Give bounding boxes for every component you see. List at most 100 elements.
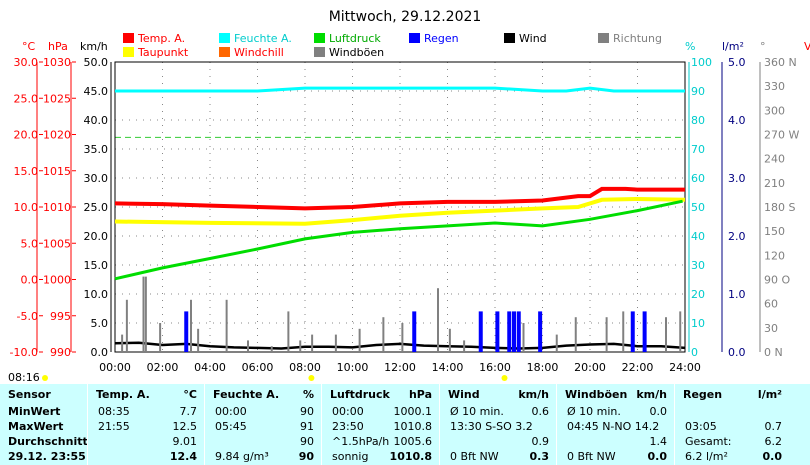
time-tick-3: 06:00 [242,361,274,374]
direction-tick-12: 0 N [764,346,783,359]
humidity-tick-6: 40 [691,230,705,243]
row-value: 90 [300,405,314,418]
temp-tick-8: -10.0 [10,346,38,359]
rain-bar-3 [495,311,500,352]
rain-tick-3: 2.0 [728,230,746,243]
row-value: 1010.8 [389,450,432,463]
legend-swatch-0 [123,33,134,43]
column-unit: hPa [408,388,432,401]
column-separator [674,384,675,465]
sunrise-label: 08:16 [8,371,40,384]
wind-tick-7: 15.0 [84,259,109,272]
pressure-tick-5: 1005 [43,237,71,250]
column-header: Feuchte A. [213,388,280,401]
legend-label-3: Windchill [234,46,284,59]
time-tick-6: 12:00 [384,361,416,374]
temp-tick-6: 0.0 [21,274,39,287]
row-value: 12.4 [169,450,197,463]
column-header: Luftdruck [330,388,390,401]
direction-tick-11: 30 [764,322,778,335]
direction-tick-9: 90 O [764,274,790,287]
row-detail: 00:00 [332,405,364,418]
humidity-axis-unit: % [685,40,695,53]
sunrise-marker [42,375,48,381]
row-value: 7.7 [179,405,198,418]
row-detail: Ø 10 min. [567,405,621,418]
legend: Temp. A.Taupunkt Feuchte A.Windchill Luftd… [123,32,662,59]
pressure-tick-3: 1015 [43,165,71,178]
wind-axis-unit: km/h [80,40,108,53]
humidity-tick-7: 30 [691,259,705,272]
legend-swatch-4 [314,33,325,43]
legend-label-2: Feuchte A. [234,32,292,45]
row-value: 0.0 [649,405,668,418]
rain-bar-5 [512,311,516,352]
legend-swatch-8 [598,33,609,43]
summary-table: Sensor MinWert MaxWert Durchschnitt 29.12. 2… [0,384,810,465]
temp-tick-3: 15.0 [14,165,39,178]
row-value: 0.0 [762,450,783,463]
rain-axis-unit: l/m² [722,40,744,53]
table-column-0: Sensor MinWert MaxWert Durchschnitt 29.12. 2… [0,384,88,465]
row-detail: 0 Bft NW [567,450,616,463]
series-3 [114,199,683,281]
direction-tick-4: 240 [764,153,785,166]
legend-label-8: Richtung [613,32,662,45]
temp-tick-2: 20.0 [14,129,39,142]
rain-bar-6 [516,311,521,352]
rain-tick-5: 0.0 [728,346,746,359]
series-0 [114,186,685,211]
table-column-3: Luftdruck hPa 00:00 1000.1 23:50 1010.8 ^1.5hP… [322,384,440,465]
time-tick-5: 10:00 [337,361,369,374]
direction-tick-10: 60 [764,298,778,311]
temp-tick-4: 10.0 [14,201,39,214]
rain-bar-0 [184,311,189,352]
time-tick-9: 18:00 [527,361,559,374]
temp-tick-7: -5.0 [17,310,38,323]
sunset-axis-marker [501,375,508,381]
humidity-tick-0: 100 [691,56,712,69]
column-unit: l/m² [757,388,782,401]
direction-tick-7: 150 [764,225,785,238]
column-header: Regen [683,388,723,401]
wind-tick-1: 45.0 [84,85,109,98]
grid [114,61,686,353]
wind-tick-3: 35.0 [84,143,109,156]
row-value: 0.7 [764,420,783,433]
series-1 [114,196,686,226]
row-detail: 9.84 g/m³ [215,450,269,463]
pressure-tick-6: 1000 [43,274,71,287]
row-label: MaxWert [8,420,64,433]
time-tick-2: 04:00 [194,361,226,374]
column-unit: km/h [518,388,549,401]
legend-swatch-5 [314,47,325,57]
pressure-axis-unit: hPa [48,40,68,53]
legend-swatch-7 [504,33,515,43]
row-detail: 0 Bft NW [450,450,499,463]
humidity-tick-10: 0 [691,346,698,359]
row-detail: 04:45 N-NO 14.2 [567,420,660,433]
legend-label-1: Taupunkt [137,46,189,59]
wind-tick-8: 10.0 [84,288,109,301]
pressure-tick-4: 1010 [43,201,71,214]
rain-bar-9 [642,311,647,352]
wind-tick-2: 40.0 [84,114,109,127]
temp-tick-0: 30.0 [14,56,39,69]
row-value: 1010.8 [393,420,433,433]
humidity-tick-5: 50 [691,201,705,214]
row-detail: Gesamt: [685,435,732,448]
humidity-tick-2: 80 [691,114,705,127]
row-detail: 13:30 S-SO 3.2 [450,420,533,433]
row-label: Durchschnitt [8,435,88,448]
table-column-6: Regen l/m² 03:05 0.7 Gesamt: 6.2 6.2 l/m² 0.0 [675,384,790,465]
legend-label-7: Wind [519,32,547,45]
column-header: Windböen [565,388,628,401]
rain-bar-2 [478,311,483,352]
row-value: 12.5 [172,420,198,433]
time-tick-11: 22:00 [622,361,654,374]
time-tick-0: 00:00 [99,361,131,374]
humidity-tick-3: 70 [691,143,705,156]
table-column-1: Temp. A. °C 08:35 7.7 21:55 12.5 9.01 12.4 [88,384,205,465]
row-value: 90 [300,435,314,448]
row-detail: 21:55 [98,420,130,433]
